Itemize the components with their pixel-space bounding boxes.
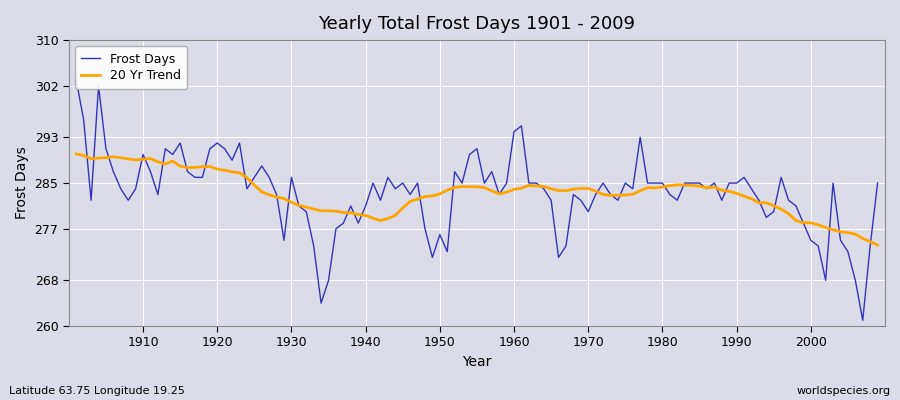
20 Yr Trend (293, 203, 304, 208)
Frost Days (130, 186, 141, 191)
Frost Days (508, 129, 519, 134)
Line: 20 Yr Trend: 20 Yr Trend (76, 154, 878, 245)
Frost Days (858, 318, 868, 323)
X-axis label: Year: Year (463, 355, 491, 369)
Y-axis label: Frost Days: Frost Days (15, 147, 29, 220)
20 Yr Trend (872, 242, 883, 247)
Frost Days (598, 181, 608, 186)
20 Yr Trend (338, 210, 349, 215)
Frost Days (293, 204, 304, 208)
Text: Latitude 63.75 Longitude 19.25: Latitude 63.75 Longitude 19.25 (9, 386, 184, 396)
20 Yr Trend (130, 158, 141, 162)
Frost Days (71, 78, 82, 82)
Text: worldspecies.org: worldspecies.org (796, 386, 891, 396)
Frost Days (338, 221, 349, 226)
Line: Frost Days: Frost Days (76, 80, 878, 320)
Legend: Frost Days, 20 Yr Trend: Frost Days, 20 Yr Trend (75, 46, 187, 89)
20 Yr Trend (501, 190, 512, 195)
Title: Yearly Total Frost Days 1901 - 2009: Yearly Total Frost Days 1901 - 2009 (319, 15, 635, 33)
20 Yr Trend (598, 192, 608, 197)
20 Yr Trend (508, 187, 519, 192)
Frost Days (501, 181, 512, 186)
20 Yr Trend (71, 152, 82, 156)
Frost Days (872, 181, 883, 186)
